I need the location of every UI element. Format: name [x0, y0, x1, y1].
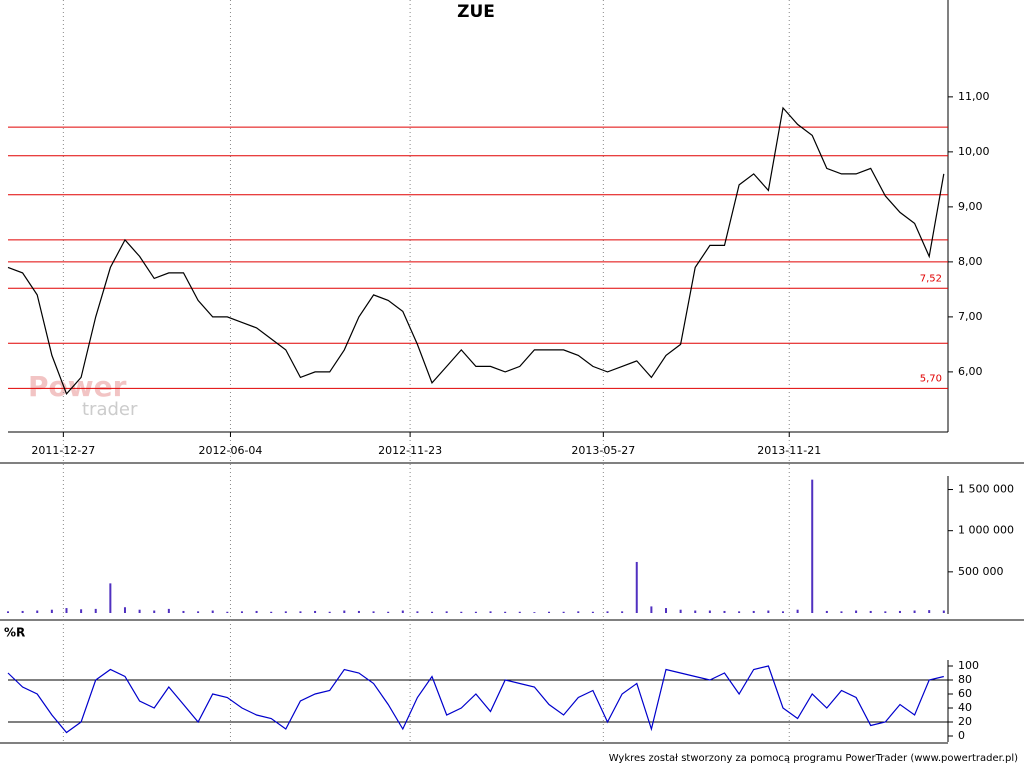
bar	[357, 610, 360, 613]
y-tick-label: 8,00	[958, 255, 983, 268]
annotation-label: 7,52	[920, 273, 942, 284]
bar	[314, 610, 317, 613]
y-tick-label: 7,00	[958, 310, 983, 323]
bar	[167, 608, 170, 613]
bar	[840, 611, 843, 613]
y-tick-label: 20	[958, 715, 972, 728]
bar	[577, 611, 580, 613]
bar	[153, 610, 156, 613]
bar	[284, 611, 287, 613]
annotation-label: 5,70	[920, 373, 942, 384]
bar	[460, 611, 463, 613]
bar	[781, 611, 784, 613]
bar	[489, 611, 492, 613]
bar	[123, 607, 126, 613]
footer: Wykres został stworzony za pomocą progra…	[609, 753, 1018, 764]
y-tick-label: 9,00	[958, 200, 983, 213]
bar	[621, 611, 624, 613]
bar	[182, 610, 185, 613]
bar	[65, 608, 68, 613]
bar	[240, 611, 243, 613]
watermark: Power	[28, 370, 127, 403]
bar	[591, 611, 594, 613]
bar	[548, 611, 551, 613]
x-tick-label: 2012-11-23	[378, 444, 442, 457]
bar	[898, 610, 901, 613]
bar	[328, 611, 331, 613]
x-tick-label: 2011-12-27	[31, 444, 95, 457]
bar	[825, 610, 828, 613]
bar	[211, 610, 214, 613]
bar	[650, 606, 653, 613]
x-tick-label: 2013-05-27	[571, 444, 635, 457]
bar	[255, 610, 258, 613]
bar	[855, 610, 858, 613]
watermark: trader	[82, 399, 138, 420]
bar	[884, 611, 887, 613]
chart-title: ZUE	[457, 2, 495, 22]
bar	[226, 611, 229, 613]
y-tick-label: 1 500 000	[958, 483, 1014, 496]
bar	[372, 611, 375, 613]
bar	[109, 583, 112, 613]
bar	[928, 610, 931, 613]
bar	[694, 610, 697, 613]
bar	[387, 611, 390, 613]
bar	[50, 609, 53, 613]
bar	[518, 611, 521, 613]
bar	[80, 609, 83, 613]
bar	[913, 610, 916, 613]
bar	[7, 611, 9, 613]
bar	[679, 609, 682, 613]
bar	[36, 610, 39, 613]
bar	[752, 610, 755, 613]
x-tick-label: 2012-06-04	[198, 444, 262, 457]
bar	[767, 610, 770, 613]
y-tick-label: 40	[958, 701, 972, 714]
bar	[723, 610, 726, 613]
bar	[21, 610, 24, 613]
line-series	[7, 665, 944, 734]
bar	[665, 608, 667, 613]
bar	[401, 610, 404, 613]
bar	[299, 611, 302, 613]
bar	[504, 611, 507, 613]
y-tick-label: 60	[958, 687, 972, 700]
line-series	[7, 106, 945, 396]
bar	[869, 610, 872, 613]
y-tick-label: 1 000 000	[958, 524, 1014, 537]
panel-title: %R	[4, 626, 25, 640]
y-tick-label: 80	[958, 673, 972, 686]
x-tick-label: 2013-11-21	[757, 444, 821, 457]
y-tick-label: 10,00	[958, 145, 990, 158]
bar	[533, 612, 536, 613]
bar	[431, 611, 434, 613]
bar	[942, 610, 945, 613]
bar	[562, 611, 565, 613]
bar	[270, 611, 273, 613]
bar	[94, 608, 97, 613]
y-tick-label: 11,00	[958, 90, 990, 103]
bar	[416, 611, 419, 613]
bar	[474, 611, 477, 613]
bar	[738, 611, 741, 613]
bar	[343, 610, 346, 613]
bar	[635, 561, 638, 613]
bar	[811, 479, 814, 613]
bar	[445, 611, 448, 613]
y-tick-label: 6,00	[958, 365, 983, 378]
bar	[796, 609, 799, 613]
bar	[606, 611, 609, 613]
y-tick-label: 100	[958, 659, 979, 672]
bar	[138, 609, 141, 613]
bar	[708, 610, 711, 613]
bar	[197, 611, 200, 613]
y-tick-label: 0	[958, 729, 965, 742]
y-tick-label: 500 000	[958, 565, 1004, 578]
